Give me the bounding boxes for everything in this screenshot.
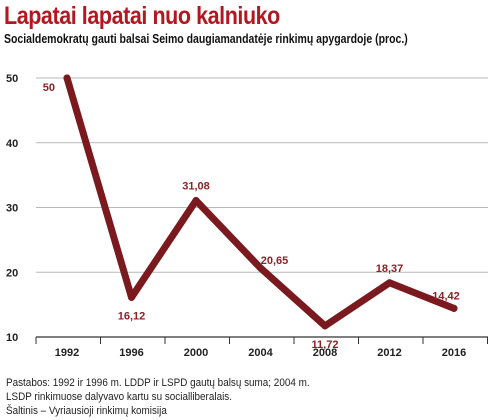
data-label-1992: 50 [43, 82, 55, 94]
notes: Pastabos: 1992 ir 1996 m. LDDP ir LSPD g… [6, 376, 310, 418]
chart-subtitle: Socialdemokratų gauti balsai Seimo daugi… [4, 32, 408, 46]
y-tick-label-50: 50 [6, 73, 18, 85]
data-point-1992 [63, 74, 71, 82]
data-label-2000: 31,08 [182, 181, 210, 193]
note-line-2: LSDP rinkimuose dalyvavo kartu su social… [6, 391, 232, 403]
data-label-2012: 18,37 [376, 263, 404, 275]
y-tick-label-10: 10 [6, 332, 18, 344]
chart-title: Lapatai lapatai nuo kalniuko [4, 2, 280, 30]
x-tick-label-2000: 2000 [184, 347, 208, 359]
data-point-2016 [450, 304, 458, 312]
x-tick-label-2012: 2012 [377, 347, 401, 359]
y-tick-label-30: 30 [6, 203, 18, 215]
data-label-1996: 16,12 [118, 310, 146, 322]
series-line [63, 74, 458, 330]
data-label-2016: 14,42 [432, 290, 460, 302]
x-tick-label-1992: 1992 [55, 347, 79, 359]
data-point-1996 [128, 293, 135, 301]
source-line: Šaltinis – Vyriausioji rinkimų komisija [6, 405, 167, 417]
data-point-2004 [257, 264, 264, 272]
data-label-2004: 20,65 [261, 255, 289, 267]
x-tick-label-2004: 2004 [248, 347, 273, 359]
x-tick-label-2016: 2016 [442, 347, 466, 359]
data-point-2012 [386, 279, 393, 287]
data-point-2008 [321, 322, 329, 330]
data-label-2008: 11,72 [312, 339, 339, 351]
data-point-2000 [192, 197, 200, 205]
note-line-1: Pastabos: 1992 ir 1996 m. LDDP ir LSPD g… [6, 377, 310, 389]
y-tick-label-40: 40 [6, 138, 18, 150]
x-tick-label-1996: 1996 [119, 347, 143, 359]
x-tick-label-2008: 2008 [313, 347, 337, 359]
y-tick-label-20: 20 [6, 267, 18, 279]
